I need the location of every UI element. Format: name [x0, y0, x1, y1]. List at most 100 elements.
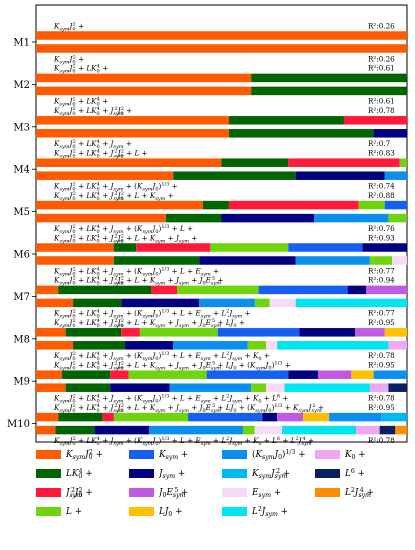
- bar-segment-LK04: [173, 171, 296, 180]
- bar-segment-LK04: [221, 158, 289, 167]
- r2-label: R²:0.88: [368, 191, 395, 200]
- legend-swatch: [36, 450, 61, 459]
- bar-segment-LK04: [202, 200, 229, 210]
- formula-label: KsymJ02 + LK04 + Jsym +: [53, 139, 132, 150]
- formula-label: KsymJ02 + LK04 + Jsym + (KsymJ0)1/3 +: [53, 181, 178, 192]
- bar-segment-LJ0: [384, 328, 407, 337]
- bar-segment-Jsym2J02: [121, 328, 140, 337]
- bar-segment-LJ0: [351, 370, 374, 379]
- bar-segment-LK04: [113, 243, 137, 252]
- bar-segment-Jsym2J02: [110, 370, 129, 379]
- bar-segment-L6: [379, 425, 396, 435]
- legend-label: LK04 +: [66, 468, 93, 480]
- bar-segment-KsymJ0cbrt: [173, 341, 248, 350]
- bar-segment-KsymJ0sq: [36, 256, 114, 265]
- bar-segment-KsymJ0sq: [36, 412, 59, 422]
- formula-label: KsymJ02 + LK04 + Jsym2J02 + L + Ksym + J…: [53, 318, 245, 329]
- bar-segment-KsymJ0sq: [36, 158, 222, 167]
- y-tick-label: M10: [7, 419, 30, 430]
- bar-segment-L: [247, 341, 267, 350]
- bar-segment-LK04: [113, 256, 200, 265]
- formula-label: KsymJ02 + LK04 + Jsym2J02 +: [53, 106, 132, 117]
- legend-label: Esym +: [252, 488, 281, 499]
- bar-segment-J0E5sym: [366, 285, 407, 295]
- bar-segment-Esym: [254, 425, 283, 435]
- legend-label: (KsymJ0)1/3 +: [252, 449, 306, 461]
- bar-segment-KsymJ0cbrt: [329, 412, 382, 422]
- formula-label: KsymJ02 + LK04 + Jsym2J02 + L + Ksym + J…: [53, 276, 223, 287]
- bar-segment-L: [210, 243, 289, 252]
- y-tick-label: M3: [13, 122, 30, 133]
- r2-label: R²:0.95: [368, 318, 395, 327]
- bar-segment-Jsym: [221, 213, 315, 223]
- r2-label: R²:0.76: [368, 224, 395, 233]
- bar-segment-LJ0: [303, 412, 330, 422]
- formula-label: KsymJ02 + LK04 + Jsym + (KsymJ0)1/3 + L …: [53, 266, 219, 277]
- y-axis: M1 M2 M3 M4 M5 M6 M7 M8 M9 M10: [7, 38, 36, 430]
- svg-text:K0 +: K0 +: [345, 450, 366, 461]
- r2-label: R²:0.95: [368, 403, 395, 412]
- legend-swatch: [222, 450, 247, 459]
- formula-label: KsymJ02 +: [53, 21, 84, 32]
- bar-segment-K0: [356, 425, 380, 435]
- y-tick-label: M6: [13, 250, 30, 261]
- bar-segment-Jsym2J02: [228, 200, 359, 210]
- bar-segment-Esym: [266, 383, 285, 392]
- bar-segment-KsymJ0cbrt: [169, 383, 252, 392]
- legend-label: KsymJ02 +: [66, 449, 103, 461]
- r2-label: R²:0.83: [368, 148, 395, 157]
- formula-label: KsymJ02 + LK04 + Jsym2J02 + L + Ksym + J…: [53, 360, 291, 371]
- bar-segment-Ksym: [384, 200, 407, 210]
- r2-label: R²:0.78: [368, 436, 395, 445]
- bar-segment-KsymJ0cbrt: [314, 213, 389, 223]
- y-tick-label: M4: [13, 165, 30, 176]
- legend-swatch: [315, 450, 340, 459]
- r2-label: R²:0.78: [368, 393, 395, 402]
- bar-segment-KsymJ0cbrt: [373, 370, 407, 379]
- bar-segment-LK04: [73, 298, 122, 308]
- bar-segment-LK04: [228, 129, 374, 138]
- svg-text:Ksym +: Ksym +: [159, 450, 188, 461]
- bar-segment-LK04: [251, 73, 407, 83]
- bar-segment-LK04: [65, 383, 111, 392]
- bar-segment-Jsym2J02: [136, 243, 211, 252]
- bar-segment-LK04: [251, 86, 407, 96]
- svg-text:Jsym2J02 +: Jsym2J02 +: [66, 487, 93, 499]
- y-tick-label: M2: [13, 80, 30, 91]
- bar-segment-KsymJ0cbrt: [295, 256, 370, 265]
- bar-segment-KsymJ0sq: [36, 328, 66, 337]
- y-tick-label: M5: [13, 207, 30, 218]
- r2-label: R²:0.93: [368, 233, 395, 242]
- bar-segment-K0: [369, 383, 389, 392]
- legend-label: Ksym +: [159, 450, 188, 461]
- bar-segment-KsymJ0sq: [36, 44, 407, 53]
- bar-segment-Jsym2J02: [151, 285, 177, 295]
- svg-text:L2Jsym4 +: L2Jsym4 +: [345, 487, 374, 499]
- y-tick-label: M1: [13, 38, 30, 49]
- r2-label: R²:0.26: [368, 21, 395, 30]
- legend-swatch: [129, 488, 154, 497]
- bar-segment-L: [139, 328, 218, 337]
- bar-segment-Ksym: [188, 412, 263, 422]
- plot-frame: [35, 4, 408, 443]
- svg-text:Jsym +: Jsym +: [159, 469, 185, 480]
- bar-segment-Jsym: [373, 129, 407, 138]
- bar-segment-L: [176, 285, 259, 295]
- bar-segment-L: [113, 412, 189, 422]
- bar-segment-LK04: [73, 341, 126, 350]
- svg-text:L +: L +: [66, 507, 82, 517]
- svg-text:L6 +: L6 +: [345, 468, 365, 480]
- bar-segment-J0E5sym: [277, 412, 304, 422]
- bar-segment-KsymJ0sq: [36, 370, 62, 379]
- svg-text:LJ0 +: LJ0 +: [159, 507, 182, 518]
- bar-segment-Jsym: [299, 328, 356, 337]
- legend-label: K0 +: [345, 450, 366, 461]
- formula-label: KsymJ02 + LK04 +: [53, 64, 108, 75]
- y-tick-label: M9: [13, 377, 30, 388]
- bar-segment-K0: [388, 341, 407, 350]
- formula-label: KsymJ02 + LK04 + Jsym + (KsymJ0)1/3 + L …: [53, 393, 288, 404]
- y-tick-label: M7: [13, 292, 30, 303]
- legend-label: LJ0 +: [159, 507, 182, 518]
- bar-segment-Jsym: [295, 171, 385, 180]
